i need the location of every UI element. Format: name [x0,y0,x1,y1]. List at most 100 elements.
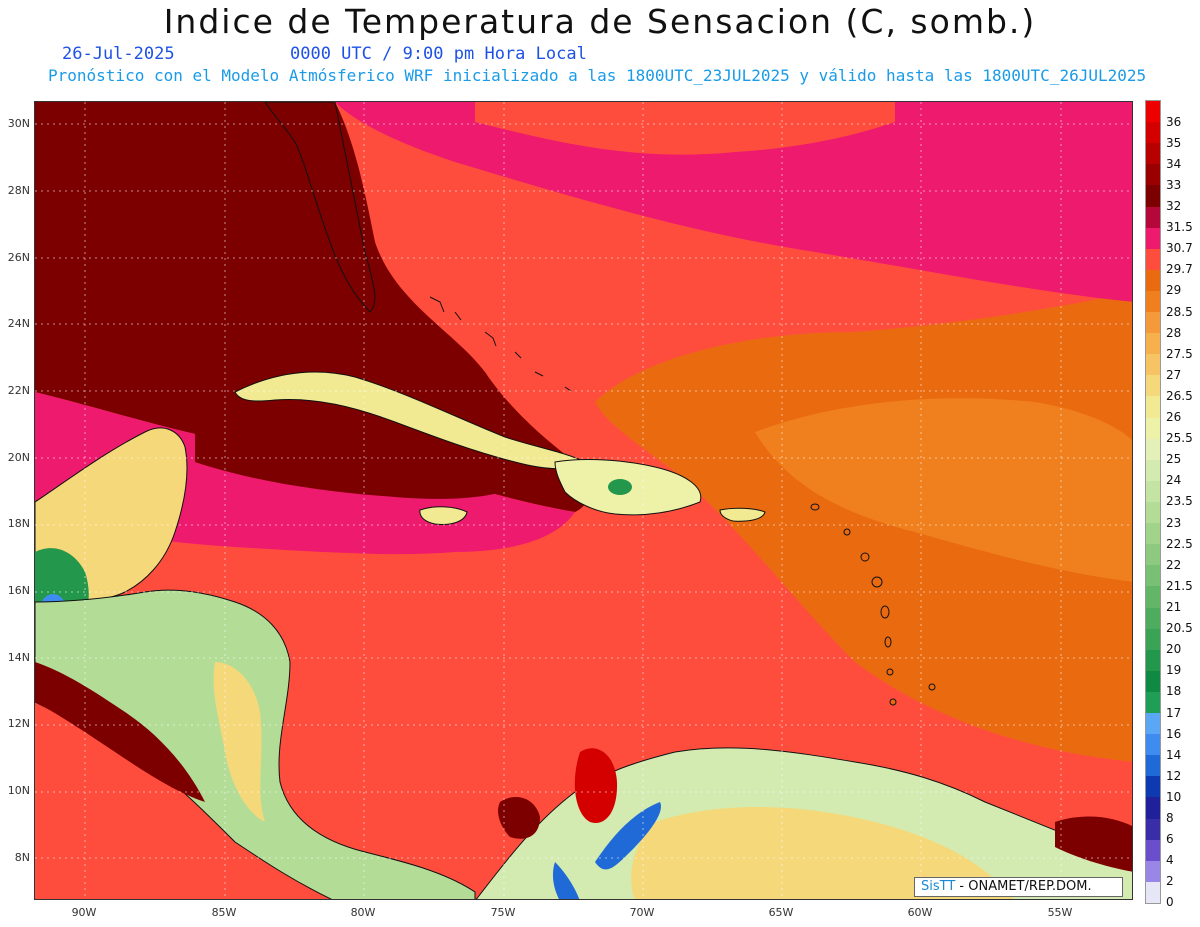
colorbar-swatch [1146,438,1160,461]
lon-label-80w: 80W [350,906,376,919]
puerto-rico [719,507,766,522]
colorbar-level-label: 36 [1166,114,1182,129]
map-title: Indice de Temperatura de Sensacion (C, s… [163,2,1037,41]
lat-label-10n: 10N [7,784,30,797]
colorbar-swatch [1146,333,1160,355]
colorbar-level-label: 4 [1166,853,1174,868]
lat-label-20n: 20N [7,451,30,464]
colorbar-level-label: 25 [1166,452,1182,467]
colorbar-swatch [1146,839,1160,862]
colorbar-level-label: 35 [1166,135,1182,150]
colorbar-swatch [1146,248,1160,271]
colorbar-level-label: 21.5 [1166,578,1193,593]
colorbar-swatch [1146,818,1160,841]
colombia-red-patch [498,797,540,839]
colorbar-level-label: 26 [1166,410,1182,425]
lat-label-16n: 16N [7,584,30,597]
colorbar-swatch [1146,586,1160,608]
credit-box: SisTT - ONAMET/REP.DOM. [914,877,1123,897]
central-america-yellow [213,662,265,822]
maracaibo-hot-spot [574,748,618,823]
lon-label-65w: 65W [768,906,794,919]
bahamas-islands [429,296,572,392]
colorbar-swatch [1146,670,1160,693]
lon-label-90w: 90W [71,906,97,919]
colorbar-level-label: 33 [1166,177,1182,192]
colorbar-swatch [1146,607,1160,630]
colorbar-swatch [1146,691,1160,714]
colorbar-swatch [1146,734,1160,756]
colorbar-level-label: 14 [1166,747,1182,762]
colorbar-level-label: 18 [1166,684,1182,699]
colorbar-level-label: 26.5 [1166,388,1193,403]
forecast-date: 26-Jul-2025 [62,44,175,64]
credit-text: - ONAMET/REP.DOM. [955,879,1092,894]
colorbar-level-label: 2 [1166,874,1174,889]
colorbar-swatch [1146,227,1160,250]
colorbar-swatch [1146,523,1160,545]
north-red-patch [475,102,895,155]
colorbar-swatch [1146,143,1160,165]
colorbar-swatch [1146,101,1160,123]
colorbar-level-label: 29.7 [1166,262,1193,277]
lat-label-26n: 26N [7,251,30,264]
colorbar-swatch [1146,860,1160,883]
colorbar-level-label: 24 [1166,473,1182,488]
colorbar-swatch [1146,290,1160,313]
lon-label-55w: 55W [1047,906,1073,919]
colorbar-swatch [1146,776,1160,798]
lat-label-14n: 14N [7,651,30,664]
colorbar-swatch [1146,713,1160,735]
atlantic-lighter-patch [755,398,1132,582]
colorbar [1145,100,1161,904]
colorbar-swatch [1146,797,1160,820]
colorbar-swatch [1146,628,1160,651]
colorbar-swatch [1146,502,1160,524]
colorbar-swatch [1146,185,1160,207]
colorbar-level-label: 19 [1166,663,1182,678]
colorbar-level-label: 17 [1166,705,1182,720]
gulf-dark-field [35,102,590,512]
colorbar-level-label: 12 [1166,768,1182,783]
colorbar-level-label: 25.5 [1166,431,1193,446]
colorbar-swatch [1146,206,1160,229]
forecast-time: 0000 UTC / 9:00 pm Hora Local [290,44,587,64]
lat-label-22n: 22N [7,384,30,397]
colorbar-level-label: 23 [1166,515,1182,530]
lon-label-75w: 75W [490,906,516,919]
colorbar-swatch [1146,649,1160,672]
colorbar-swatch [1146,375,1160,397]
lat-label-12n: 12N [7,717,30,730]
colorbar-swatch [1146,544,1160,566]
andes-blue-ridge [595,802,661,870]
lat-lon-grid [35,102,1132,899]
colorbar-level-label: 28 [1166,325,1182,340]
colorbar-level-label: 20.5 [1166,621,1193,636]
colorbar-level-label: 32 [1166,198,1182,213]
lat-label-30n: 30N [7,117,30,130]
lat-label-8n: 8N [14,851,30,864]
colorbar-swatch [1146,122,1160,144]
caribbean-dark-patch [195,391,525,499]
lat-label-24n: 24N [7,317,30,330]
colorbar-level-label: 28.5 [1166,304,1193,319]
model-init-line: Pronóstico con el Modelo Atmósferico WRF… [48,66,1147,85]
colorbar-level-label: 27.5 [1166,346,1193,361]
heat-index-map [34,101,1133,900]
colorbar-level-label: 8 [1166,811,1174,826]
colorbar-swatch [1146,881,1160,904]
colorbar-level-label: 31.5 [1166,220,1193,235]
colorbar-level-label: 10 [1166,789,1182,804]
colorbar-swatch [1146,312,1160,334]
colorbar-level-label: 20 [1166,642,1182,657]
lat-label-28n: 28N [7,184,30,197]
colombia-blue-ridge [552,862,580,899]
colorbar-swatch [1146,417,1160,440]
lon-label-60w: 60W [907,906,933,919]
colorbar-level-label: 0 [1166,895,1174,910]
colorbar-swatch [1146,354,1160,376]
lon-label-70w: 70W [629,906,655,919]
colorbar-swatch [1146,459,1160,482]
florida [264,102,376,313]
colorbar-level-label: 23.5 [1166,494,1193,509]
